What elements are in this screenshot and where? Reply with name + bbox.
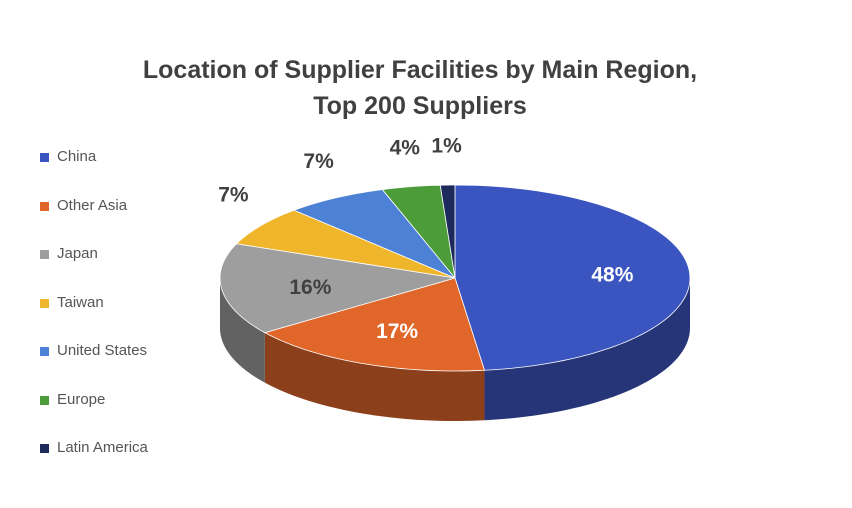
pie-slice-united-states xyxy=(293,189,456,279)
legend-swatch-united-states xyxy=(40,347,49,356)
data-label-taiwan: 7% xyxy=(218,183,249,206)
pie-slice-japan xyxy=(219,243,456,334)
pie-side-japan xyxy=(220,278,265,383)
legend-label-other-asia: Other Asia xyxy=(57,196,128,214)
legend-item-latin-america: Latin America xyxy=(40,439,148,488)
data-label-united-states: 7% xyxy=(303,150,334,173)
chart-title-line-1: Location of Supplier Facilities by Main … xyxy=(142,56,698,84)
legend-label-japan: Japan xyxy=(57,245,98,262)
data-label-china: 48% xyxy=(591,263,633,286)
legend-label-latin-america: Latin America xyxy=(57,439,148,456)
legend-label-taiwan: Taiwan xyxy=(57,293,104,311)
pie-slice-other-asia xyxy=(263,277,485,372)
pie-side-china xyxy=(484,278,690,421)
legend-swatch-europe xyxy=(40,395,49,405)
pie-slice-latin-america xyxy=(439,184,456,279)
pie-slice-taiwan xyxy=(235,209,456,279)
pie-data-labels: 48% 17% 16% 7% 7% 4% 1% xyxy=(218,135,634,343)
chart-title-line-2: Top 200 Suppliers xyxy=(313,92,527,120)
data-label-latin-america: 1% xyxy=(431,135,462,158)
data-label-japan: 16% xyxy=(289,276,331,299)
legend-label-europe: Europe xyxy=(57,390,106,408)
chart-title: Location of Supplier Facilities by Main … xyxy=(0,52,840,124)
data-label-other-asia: 17% xyxy=(376,320,418,343)
pie-slice-europe xyxy=(381,184,456,280)
legend-item-japan: Japan xyxy=(40,245,148,294)
legend-swatch-taiwan xyxy=(40,298,49,308)
legend-item-united-states: United States xyxy=(40,342,148,391)
pie-slice-china xyxy=(454,184,691,371)
pie-top-faces xyxy=(219,184,691,372)
legend-label-united-states: United States xyxy=(57,342,148,359)
legend-item-europe: Europe xyxy=(40,391,148,440)
legend-swatch-japan xyxy=(40,250,49,259)
data-label-europe: 4% xyxy=(390,136,421,159)
legend-item-china: China xyxy=(40,148,148,197)
legend: China Other Asia Japan Taiwan United States E… xyxy=(40,148,148,488)
legend-swatch-china xyxy=(40,153,49,162)
pie-side-other-asia xyxy=(264,332,485,421)
legend-swatch-latin-america xyxy=(40,444,49,453)
legend-item-taiwan: Taiwan xyxy=(40,294,148,343)
legend-item-other-asia: Other Asia xyxy=(40,197,148,246)
pie-side-walls xyxy=(220,278,690,421)
legend-swatch-other-asia xyxy=(40,201,49,211)
legend-label-china: China xyxy=(57,148,97,165)
